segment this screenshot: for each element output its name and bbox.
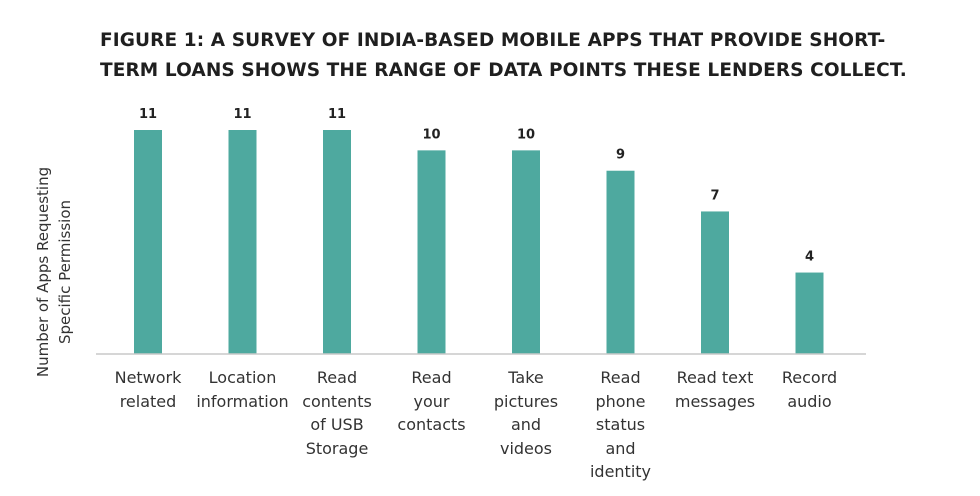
bar-1 (228, 130, 257, 354)
bar-value-label-6: 7 (710, 188, 719, 203)
x-tick-label-4: Take pictures and videos (493, 368, 559, 458)
bar-6 (701, 211, 729, 354)
bar-value-label-3: 10 (422, 127, 440, 142)
bar-5 (606, 170, 635, 354)
bar-4 (512, 150, 540, 354)
bar-0 (134, 130, 162, 354)
chart-title-line-1: FIGURE 1: A SURVEY OF INDIA-BASED MOBILE… (100, 30, 886, 51)
bar-3 (417, 150, 446, 354)
bar-value-label-2: 11 (328, 107, 346, 122)
x-tick-label-5: Read phone status and identity (589, 368, 652, 481)
x-tick-label-7: Record audio (781, 368, 838, 411)
chart-title-line-2: TERM LOANS SHOWS THE RANGE OF DATA POINT… (100, 60, 907, 81)
x-tick-label-0: Network related (114, 368, 182, 411)
x-tick-label-6: Read text messages (674, 368, 756, 411)
bar-7 (795, 272, 824, 354)
bar-value-label-0: 11 (139, 107, 157, 122)
bar-2 (323, 130, 351, 354)
x-tick-label-1: Location information (196, 368, 289, 411)
chart-title: FIGURE 1: A SURVEY OF INDIA-BASED MOBILE… (100, 26, 960, 86)
bar-value-label-5: 9 (616, 148, 625, 163)
x-tick-label-3: Read your contacts (397, 368, 466, 434)
bar-value-label-4: 10 (517, 127, 535, 142)
bar-value-label-7: 4 (805, 250, 814, 265)
x-tick-label-2: Read contents of USB Storage (302, 368, 372, 458)
bar-value-label-1: 11 (233, 107, 251, 122)
